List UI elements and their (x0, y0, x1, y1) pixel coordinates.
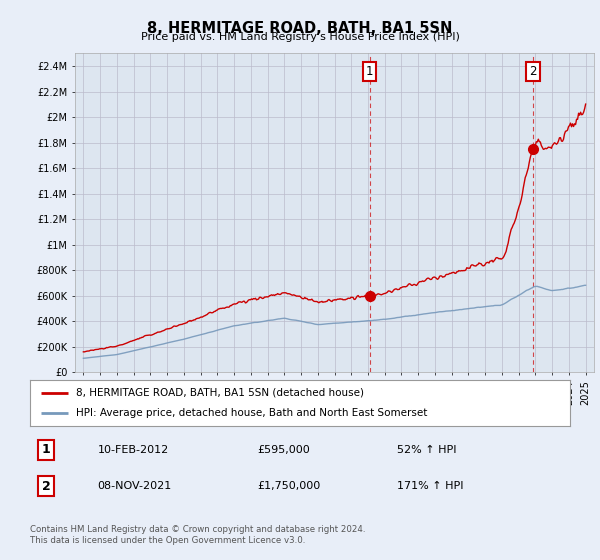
Text: Contains HM Land Registry data © Crown copyright and database right 2024.
This d: Contains HM Land Registry data © Crown c… (30, 525, 365, 545)
Text: 10-FEB-2012: 10-FEB-2012 (97, 445, 169, 455)
Text: Price paid vs. HM Land Registry's House Price Index (HPI): Price paid vs. HM Land Registry's House … (140, 32, 460, 43)
Text: 8, HERMITAGE ROAD, BATH, BA1 5SN: 8, HERMITAGE ROAD, BATH, BA1 5SN (148, 21, 452, 36)
Text: 52% ↑ HPI: 52% ↑ HPI (397, 445, 457, 455)
Text: 8, HERMITAGE ROAD, BATH, BA1 5SN (detached house): 8, HERMITAGE ROAD, BATH, BA1 5SN (detach… (76, 388, 364, 398)
Text: £1,750,000: £1,750,000 (257, 481, 320, 491)
Text: 1: 1 (366, 64, 373, 78)
Text: 2: 2 (529, 64, 536, 78)
Text: 2: 2 (42, 479, 50, 493)
Text: 08-NOV-2021: 08-NOV-2021 (97, 481, 172, 491)
Text: 171% ↑ HPI: 171% ↑ HPI (397, 481, 464, 491)
Text: HPI: Average price, detached house, Bath and North East Somerset: HPI: Average price, detached house, Bath… (76, 408, 427, 418)
Text: 1: 1 (42, 443, 50, 456)
Text: £595,000: £595,000 (257, 445, 310, 455)
